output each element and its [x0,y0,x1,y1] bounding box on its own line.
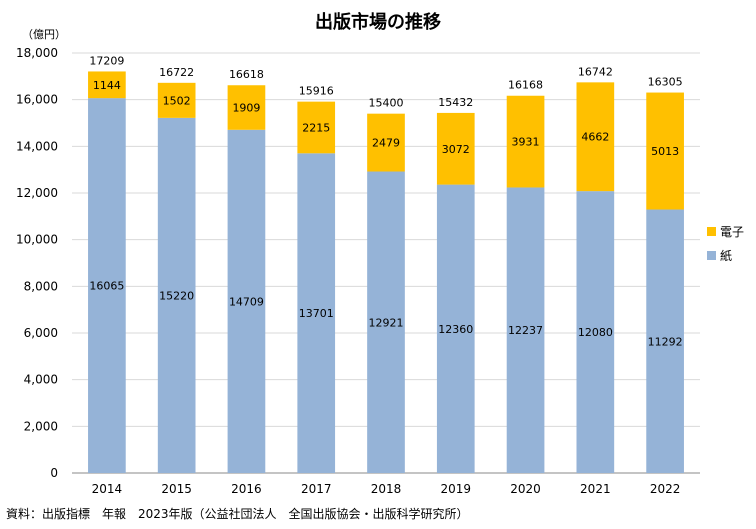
data-label-paper: 12080 [578,326,613,339]
x-tick-label: 2022 [650,482,681,496]
bar-paper-2018 [367,171,405,473]
data-label-total: 15432 [438,96,473,109]
data-label-total: 15400 [369,97,404,110]
x-axis: 2014 2015 2016 2017 2018 2019 2020 2021 2022 [92,482,681,496]
data-label-digital: 1909 [232,102,260,115]
legend-label: 紙 [720,248,732,263]
legend: 電子紙 [707,225,744,263]
x-tick-label: 2016 [231,482,262,496]
x-tick-label: 2018 [371,482,402,496]
data-label-total: 15916 [299,85,334,98]
bar-digital-2014 [88,71,126,99]
y-tick-label: 2,000 [24,419,58,433]
x-tick-label: 2020 [510,482,541,496]
x-tick-label: 2014 [92,482,123,496]
data-label-paper: 11292 [648,335,683,348]
x-tick-label: 2017 [301,482,332,496]
bar-digital-2020 [506,95,545,188]
bar-paper-2015 [157,117,196,473]
data-label-digital: 3072 [442,143,470,156]
bar-digital-2019 [436,112,475,185]
data-label-digital: 3931 [512,136,540,149]
bar-digital-2021 [576,82,615,192]
y-tick-label: 6,000 [24,326,58,340]
data-label-total: 16722 [159,66,194,79]
y-tick-label: 10,000 [16,233,58,247]
bar-digital-2017 [297,101,336,154]
y-tick-label: 0 [50,466,58,480]
data-label-paper: 13701 [299,307,334,320]
data-label-total: 16168 [508,79,543,92]
unit-label: （億円） [22,28,66,41]
y-tick-label: 16,000 [16,93,58,107]
bar-digital-2016 [227,85,266,130]
x-tick-label: 2019 [441,482,472,496]
data-label-digital: 1144 [93,79,121,92]
data-label-digital: 2215 [302,121,330,134]
y-tick-label: 12,000 [16,186,58,200]
bar-paper-2017 [297,153,336,473]
data-label-digital: 5013 [651,145,679,158]
y-tick-label: 8,000 [24,279,58,293]
bar-paper-2021 [576,191,615,473]
bar-paper-2019 [436,184,475,473]
data-label-digital: 1502 [163,94,191,107]
legend-swatch [707,227,716,236]
bar-paper-2022 [646,209,684,473]
legend-label: 電子 [720,225,744,239]
bar-paper-2014 [88,98,126,474]
source-note: 資料：出版指標 年報 2023年版（公益社団法人 全国出版協会・出版科学研究所） [6,507,469,521]
data-label-paper: 12921 [369,316,404,329]
data-label-total: 16618 [229,68,264,81]
data-label-digital: 2479 [372,137,400,150]
x-tick-label: 2021 [580,482,611,496]
bar-digital-2015 [157,82,196,118]
data-label-paper: 12360 [438,323,473,336]
data-label-paper: 16065 [89,280,124,293]
y-tick-label: 14,000 [16,139,58,153]
data-label-paper: 15220 [159,289,194,302]
bar-paper-2020 [506,187,545,473]
data-label-paper: 14709 [229,295,264,308]
bars: 16065 1144 17209 15220 1502 16722 14709 1909 166… [88,54,684,474]
data-label-total: 17209 [89,54,124,67]
data-label-paper: 12237 [508,324,543,337]
bar-paper-2016 [227,129,266,474]
bar-digital-2022 [646,92,684,210]
legend-swatch [707,251,716,260]
y-tick-label: 18,000 [16,46,58,60]
x-tick-label: 2015 [161,482,192,496]
y-axis: 0 2,000 4,000 6,000 8,000 10,000 12,000 14,000 1… [16,46,58,480]
data-label-digital: 4662 [581,131,609,144]
y-tick-label: 4,000 [24,373,58,387]
data-label-total: 16305 [648,76,683,89]
data-label-total: 16742 [578,65,613,78]
bar-digital-2018 [367,113,405,172]
chart-title: 出版市場の推移 [315,11,441,33]
